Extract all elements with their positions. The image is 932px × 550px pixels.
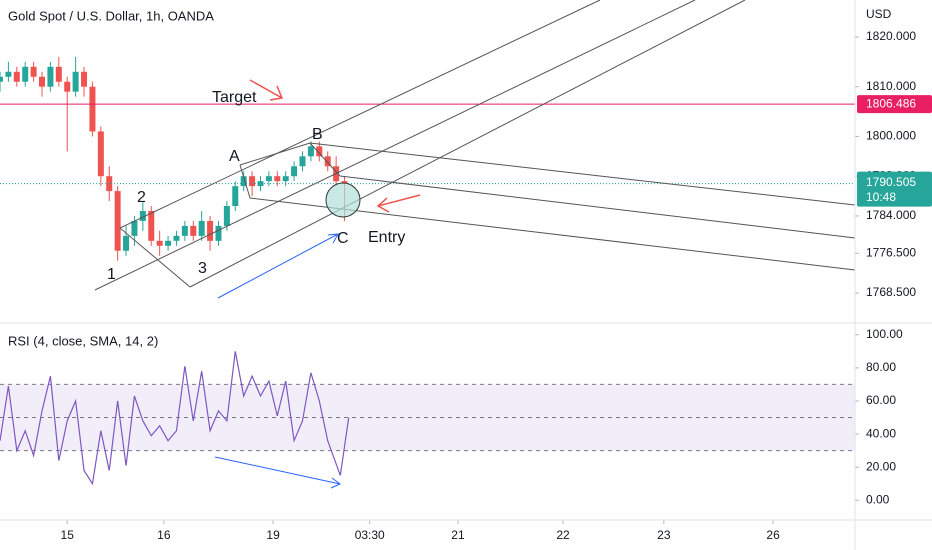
last-price-label: 1790.505	[866, 175, 916, 189]
candle-body	[89, 86, 96, 132]
arrow	[214, 456, 341, 489]
candle-body	[215, 225, 222, 241]
annotation: C	[337, 230, 349, 247]
entry-circle	[325, 182, 361, 218]
candle-body	[13, 71, 20, 82]
y-tick-label: 1768.500	[866, 285, 916, 299]
candle-body	[148, 210, 155, 241]
annotation: Target	[212, 89, 257, 106]
pitchfork-line	[119, 227, 191, 288]
y-tick-label: 40.00	[866, 426, 896, 440]
annotation: Entry	[368, 229, 405, 246]
annotation: 3	[198, 260, 207, 277]
candle-body	[324, 156, 331, 167]
candle-body	[165, 240, 172, 246]
y-tick-label: 60.00	[866, 393, 896, 407]
pitchfork-line	[239, 142, 311, 166]
candle-body	[139, 210, 146, 221]
y-tick-label: 80.00	[866, 360, 896, 374]
candle-body	[0, 76, 3, 82]
arrow	[376, 194, 421, 213]
candle-body	[257, 181, 264, 187]
chart-title: Gold Spot / U.S. Dollar, 1h, OANDA	[8, 8, 214, 23]
countdown-label: 10:48	[866, 190, 896, 204]
candle-body	[64, 81, 71, 92]
y-tick-label: 20.00	[866, 459, 896, 473]
currency: USD	[866, 7, 892, 21]
candle-body	[81, 71, 88, 87]
candle-body	[39, 76, 46, 87]
last-price-tag	[857, 171, 932, 207]
x-tick-label: 23	[657, 528, 671, 542]
candle-body	[282, 176, 289, 182]
pitchfork-line	[339, 175, 856, 239]
x-tick-label: 21	[451, 528, 465, 542]
target-tag	[857, 95, 932, 114]
x-tick-label: 16	[157, 528, 171, 542]
candle-body	[198, 220, 205, 236]
pitchfork-line	[189, 0, 746, 288]
candle-body	[55, 66, 62, 82]
pitchfork-line	[94, 0, 696, 291]
candle-body	[123, 235, 130, 251]
y-tick-label: 0.00	[866, 492, 890, 506]
rsi-title: RSI (4, close, SMA, 14, 2)	[8, 333, 158, 348]
annotation: B	[312, 126, 323, 143]
candle-body	[341, 181, 348, 184]
candle-body	[173, 235, 180, 241]
pitchfork-line	[309, 142, 341, 177]
candle-body	[274, 176, 281, 182]
annotation: A	[229, 148, 240, 165]
annotation: 1	[107, 266, 116, 283]
y-tick-label: 1800.000	[866, 129, 916, 143]
candle-body	[30, 66, 37, 77]
candle-body	[190, 225, 197, 236]
x-tick-label: 03:30	[355, 528, 385, 542]
candle-body	[22, 66, 29, 82]
y-tick-label: 100.00	[866, 327, 903, 341]
candle-body	[131, 220, 138, 236]
pitchfork-line	[119, 0, 601, 229]
rsi-panel: 100.00 80.00 60.00 40.00 20.00 0.00	[0, 327, 903, 506]
candle-body	[72, 71, 79, 92]
x-tick-label: 26	[766, 528, 780, 542]
candle-body	[232, 186, 239, 207]
candle-body	[5, 71, 12, 77]
y-tick-label: 1776.500	[866, 245, 916, 259]
candle-body	[47, 66, 54, 87]
candle-body	[265, 176, 272, 182]
arrow	[249, 79, 284, 101]
candle-body	[97, 131, 104, 177]
target-label: 1806.486	[866, 96, 916, 110]
candle-body	[156, 240, 163, 246]
pitchfork-line	[309, 142, 856, 206]
arrow	[217, 233, 339, 299]
candle-body	[291, 166, 298, 177]
candle-body	[240, 176, 247, 187]
candle-body	[307, 146, 314, 157]
x-tick-label: 22	[556, 528, 570, 542]
candle-body	[114, 191, 121, 251]
x-tick-label: 19	[266, 528, 280, 542]
y-tick-label: 1820.000	[866, 29, 916, 43]
candle-body	[181, 225, 188, 236]
y-tick-label: 1810.000	[866, 79, 916, 93]
candle-body	[299, 156, 306, 167]
y-tick-label: 1784.000	[866, 208, 916, 222]
x-tick-label: 15	[61, 528, 75, 542]
price-panel: 1820.0001810.0001800.0001792.0001784.000…	[0, 29, 932, 542]
pitchfork-line	[239, 164, 251, 199]
candle-body	[316, 146, 323, 157]
candle-body	[106, 176, 113, 192]
candle-body	[207, 220, 214, 241]
annotation: 2	[137, 189, 146, 206]
candle-body	[249, 176, 256, 187]
drawings: Target A B 1 2 3 C Entry	[94, 0, 856, 489]
candle-body	[223, 206, 230, 226]
rsi-line	[0, 351, 350, 486]
